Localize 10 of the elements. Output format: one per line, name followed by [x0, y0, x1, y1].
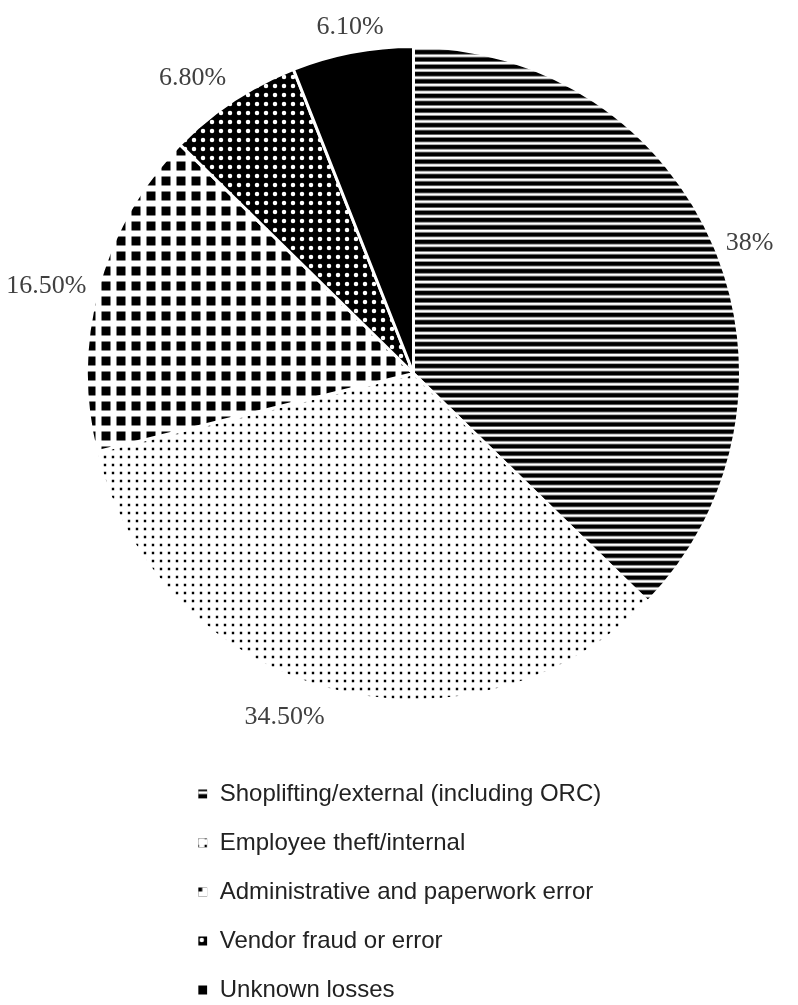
data-label: 6.80%	[158, 62, 227, 92]
data-label: 38%	[725, 227, 774, 257]
data-label: 16.50%	[6, 269, 87, 299]
data-label: 6.10%	[316, 11, 384, 41]
legend-label: Employee theft/internal	[219, 828, 466, 856]
legend-label: Unknown losses	[219, 975, 395, 1003]
data-label: 34.50%	[244, 700, 325, 730]
legend-label: Administrative and paperwork error	[219, 877, 594, 905]
legend-label: Shoplifting/external (including ORC)	[219, 779, 602, 807]
legend-label: Vendor fraud or error	[219, 926, 443, 954]
